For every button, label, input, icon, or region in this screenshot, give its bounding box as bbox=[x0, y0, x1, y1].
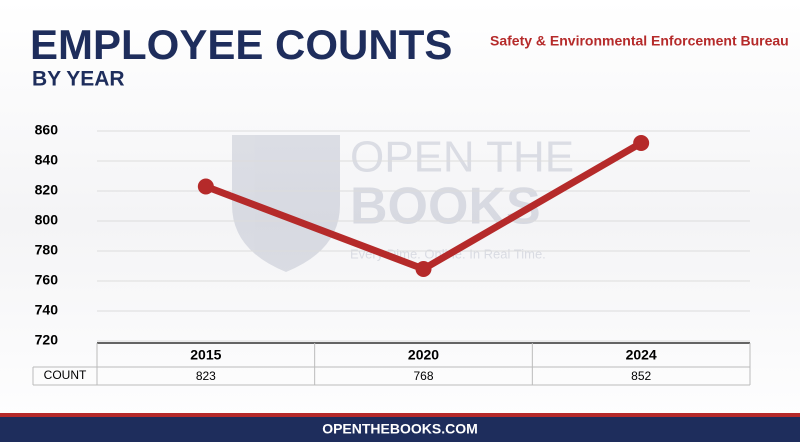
x-tick-label: 2015 bbox=[190, 347, 221, 363]
point bbox=[633, 135, 650, 151]
chart-subtitle: BY YEAR bbox=[32, 68, 125, 91]
x-tick-label: 2020 bbox=[408, 347, 439, 363]
agency-name: Safety & Environmental Enforcement Burea… bbox=[490, 33, 789, 49]
y-tick-label: 840 bbox=[35, 152, 59, 168]
table-value: 823 bbox=[196, 369, 216, 383]
chart-title: EMPLOYEE COUNTS bbox=[30, 21, 452, 68]
watermark-line2: BOOKS bbox=[350, 178, 541, 236]
watermark-shield bbox=[232, 135, 340, 272]
footer-text: OPENTHEBOOKS.COM bbox=[322, 421, 478, 437]
y-tick-label: 780 bbox=[35, 242, 59, 258]
watermark: OPEN THE BOOKS Every Dime. Online. In Re… bbox=[232, 133, 574, 272]
point bbox=[197, 178, 214, 195]
footer-band bbox=[0, 417, 800, 442]
y-tick-label: 760 bbox=[35, 272, 59, 288]
y-tick-label: 800 bbox=[35, 212, 59, 228]
y-tick-label: 740 bbox=[35, 302, 59, 318]
point bbox=[415, 261, 432, 277]
y-tick-label: 820 bbox=[35, 182, 59, 198]
table-value: 852 bbox=[631, 369, 651, 383]
table-value: 768 bbox=[413, 369, 433, 383]
y-tick-label: 720 bbox=[35, 332, 59, 348]
x-tick-label: 2024 bbox=[626, 347, 657, 363]
watermark-line1: OPEN THE bbox=[350, 133, 574, 182]
footer-stripe bbox=[0, 413, 800, 417]
y-tick-label: 860 bbox=[35, 122, 59, 138]
table-row-label: COUNT bbox=[44, 368, 87, 382]
